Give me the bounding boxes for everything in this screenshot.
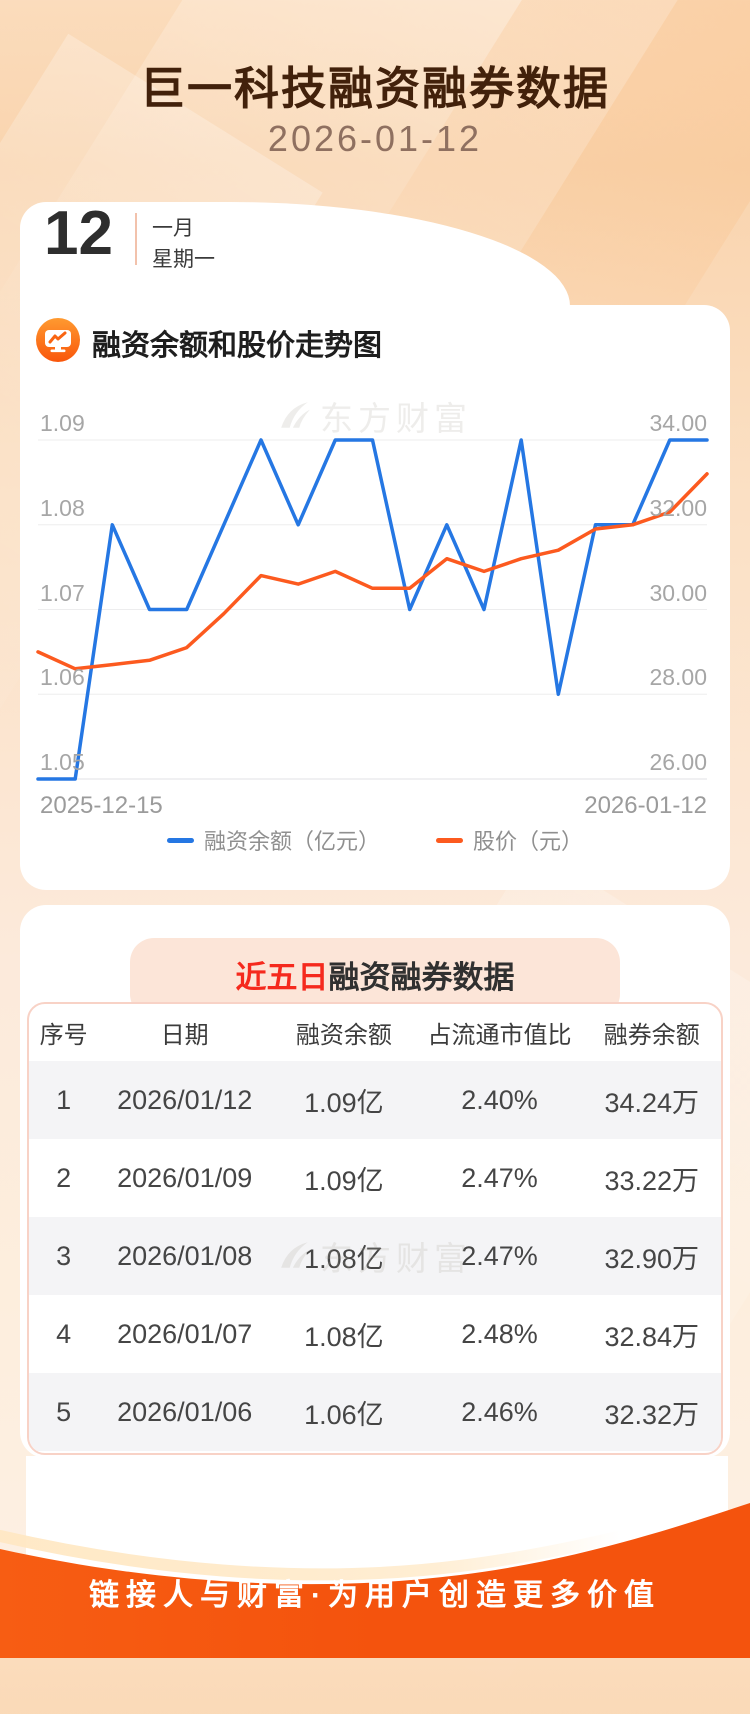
right-axis-tick: 28.00: [649, 664, 707, 691]
table-cell: 1.08亿: [304, 1243, 384, 1274]
stock-price-line: [36, 472, 709, 671]
left-axis-tick: 1.08: [40, 494, 85, 521]
table-row: 3 2026/01/08 1.08亿 2.47% 32.90万: [29, 1217, 721, 1295]
column-header: 序号: [39, 1022, 88, 1049]
table-cell: 2.47%: [461, 1240, 538, 1271]
margin-balance-line: [36, 438, 709, 781]
calendar-month: 一月: [152, 217, 194, 240]
table-cell: 34.24万: [604, 1087, 700, 1118]
right-axis-tick: 32.00: [649, 494, 707, 521]
table-cell: 2026/01/07: [117, 1318, 253, 1349]
table-header-row: 序号 日期 融资余额 占流通市值比 融券余额: [29, 1004, 721, 1061]
chart-plot-area: [36, 438, 709, 781]
table-cell: 2.47%: [461, 1162, 538, 1193]
left-axis-tick: 1.09: [40, 410, 85, 436]
left-axis-tick: 1.06: [40, 664, 85, 691]
right-axis-tick: 30.00: [649, 579, 707, 606]
legend-item: 股价（元）: [436, 824, 583, 856]
column-header: 融券余额: [603, 1022, 700, 1049]
calendar-day: 12: [44, 199, 113, 268]
table-row: 2 2026/01/09 1.09亿 2.47% 33.22万: [29, 1139, 721, 1217]
watermark: 东方财富: [0, 392, 750, 440]
legend-dash-icon: [166, 837, 194, 843]
table-cell: 32.90万: [604, 1243, 700, 1274]
table-cell: 1.08亿: [304, 1321, 384, 1352]
chart-section-title: 融资余额和股价走势图: [92, 329, 383, 362]
page-date: 2026-01-12: [267, 118, 483, 159]
left-axis-tick: 1.05: [40, 749, 85, 775]
table-cell: 2026/01/12: [117, 1084, 253, 1115]
trend-chart: 1.09 1.08 1.07 1.06 1.05 34.00 32.00 30.00 28.0…: [36, 410, 709, 819]
table-row: 5 2026/01/06 1.06亿 2.46% 32.32万: [29, 1373, 721, 1451]
table-cell: 5: [56, 1396, 72, 1427]
table-card: 近五日融资融券数据 序号 日期 融资余额 占流通市值比 融券余额 1 2026/01/12…: [20, 905, 730, 1458]
monitor-trend-icon: [36, 318, 80, 367]
left-axis-tick: 1.07: [40, 579, 85, 606]
table-cell: 1.06亿: [304, 1399, 384, 1430]
eastmoney-logo-icon: [281, 402, 310, 428]
table-cell: 2.48%: [461, 1318, 538, 1349]
table-cell: 3: [56, 1240, 72, 1271]
table-cell: 2: [56, 1162, 72, 1193]
column-header: 日期: [160, 1022, 209, 1049]
table-row: 1 2026/01/12 1.09亿 2.40% 34.24万: [29, 1061, 721, 1139]
table-cell: 2026/01/09: [117, 1162, 253, 1193]
watermark-text: 东方财富: [320, 400, 472, 437]
table-cell: 2026/01/06: [117, 1396, 253, 1427]
right-axis-tick: 34.00: [649, 410, 707, 436]
x-axis-label-end: 2026-01-12: [584, 792, 707, 819]
footer-wave: [0, 1500, 750, 1658]
table-cell: 32.84万: [604, 1321, 700, 1352]
calendar-divider: [135, 213, 137, 265]
page-title: 巨一科技融资融券数据: [139, 63, 610, 114]
table-cell: 4: [56, 1318, 72, 1349]
table-cell: 1: [56, 1084, 72, 1115]
table-row: 4 2026/01/07 1.08亿 2.48% 32.84万: [29, 1295, 721, 1373]
table-cell: 2.46%: [461, 1396, 538, 1427]
chart-section-header: 融资余额和股价走势图: [36, 318, 382, 367]
right-axis-tick: 26.00: [649, 749, 707, 775]
footer-slogan: 链接人与财富·为用户创造更多价值: [89, 1579, 661, 1612]
calendar-card-curve: [230, 202, 570, 306]
table-cell: 1.09亿: [304, 1087, 384, 1118]
banner-highlight: 近五日: [235, 960, 329, 995]
banner-text: 融资融券数据: [328, 960, 515, 995]
table-cell: 33.22万: [604, 1165, 700, 1196]
legend-dash-icon: [436, 837, 463, 843]
legend-item: 融资余额（亿元）: [166, 824, 380, 856]
table-cell: 2026/01/08: [117, 1240, 253, 1271]
table-cell: 32.32万: [604, 1399, 700, 1430]
chart-card: [20, 305, 730, 890]
table-body: 1 2026/01/12 1.09亿 2.40% 34.24万 2 2026/01/09 1.…: [29, 1061, 721, 1451]
table-cell: 2.40%: [461, 1084, 538, 1115]
eastmoney-logo-icon: [281, 1242, 310, 1268]
calendar-weekday: 星期一: [152, 248, 215, 271]
watermark: 东方财富: [0, 1232, 750, 1280]
x-axis-label-start: 2025-12-15: [40, 792, 163, 819]
legend-label: 融资余额（亿元）: [203, 829, 380, 854]
calendar-card: [20, 202, 230, 306]
table-cell: 1.09亿: [304, 1165, 384, 1196]
column-header: 融资余额: [295, 1022, 392, 1049]
legend-label: 股价（元）: [473, 829, 584, 854]
data-table: 序号 日期 融资余额 占流通市值比 融券余额 1 2026/01/12 1.09亿 2.40%…: [27, 1002, 723, 1455]
column-header: 占流通市值比: [427, 1022, 572, 1049]
chart-legend: 融资余额（亿元） 股价（元）: [0, 824, 750, 856]
watermark-text: 东方财富: [320, 1240, 472, 1277]
